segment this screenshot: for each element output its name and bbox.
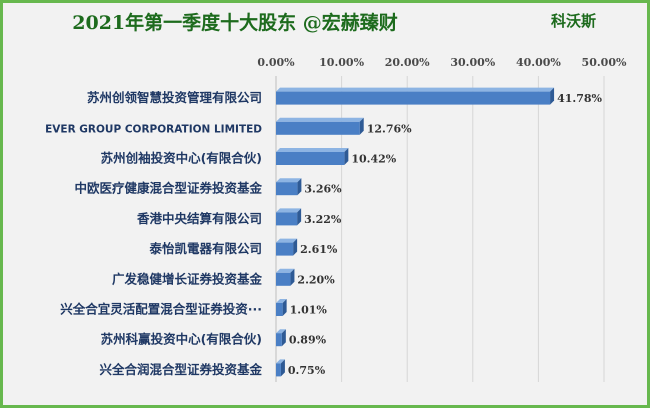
category-label: 泰怡凯電器有限公司 xyxy=(148,241,262,256)
bar-front-face xyxy=(276,121,360,135)
x-tick-label: 10.00% xyxy=(319,56,364,69)
bar xyxy=(276,87,555,105)
bar xyxy=(276,117,364,135)
data-label: 41.78% xyxy=(557,92,602,105)
data-label: 2.61% xyxy=(300,243,338,256)
bar-top-face xyxy=(276,117,364,122)
bar xyxy=(276,359,285,377)
bar-top-face xyxy=(276,359,285,364)
data-label: 10.42% xyxy=(351,153,396,166)
bar xyxy=(276,268,295,286)
bar-front-face xyxy=(276,272,291,286)
bar-top-face xyxy=(276,148,349,152)
bar-end-face xyxy=(281,329,286,347)
bar-top-face xyxy=(276,299,287,303)
x-tick-label: 0.00% xyxy=(257,56,295,69)
bar-front-face xyxy=(276,303,283,316)
data-label: 3.22% xyxy=(304,213,342,226)
chart-title: 2021年第一季度十大股东 @宏赫臻财 xyxy=(72,12,398,34)
x-axis-ticks: 0.00% 10.00% 20.00% 30.00% 40.00% 50.00% xyxy=(257,56,627,69)
data-label: 0.75% xyxy=(288,364,326,377)
bar-end-face xyxy=(290,268,295,286)
category-label: 苏州科赢投资中心(有限合伙) xyxy=(101,332,262,347)
category-label: 广发稳健增长证券投资基金 xyxy=(112,271,263,286)
data-label: 3.26% xyxy=(304,183,342,196)
bar-end-face xyxy=(293,238,298,256)
bar-front-face xyxy=(276,212,298,226)
bar-end-face xyxy=(297,178,302,196)
data-label: 12.76% xyxy=(367,122,412,135)
bar-top-face xyxy=(276,87,555,92)
bars xyxy=(276,87,555,377)
x-tick-label: 40.00% xyxy=(516,56,561,69)
category-label: 苏州创领智慧投资管理有限公司 xyxy=(87,90,262,105)
bar xyxy=(276,208,302,226)
category-label: 兴全合润混合型证券投资基金 xyxy=(99,362,262,377)
bar xyxy=(276,329,286,347)
category-label: 中欧医疗健康混合型证券投资基金 xyxy=(74,181,262,196)
bar-front-face xyxy=(276,182,298,196)
bar-top-face xyxy=(276,329,286,334)
bar xyxy=(276,238,298,256)
bar-end-face xyxy=(344,148,349,165)
bar-front-face xyxy=(276,363,281,377)
bar-top-face xyxy=(276,208,302,213)
category-label: 苏州创袖投资中心(有限合伙) xyxy=(101,151,262,166)
bar-end-face xyxy=(550,87,555,105)
data-label: 1.01% xyxy=(290,304,328,317)
bar xyxy=(276,148,349,165)
category-labels: 苏州创领智慧投资管理有限公司 EVER GROUP CORPORATION LIM… xyxy=(45,90,262,377)
bar-front-face xyxy=(276,152,345,165)
x-tick-label: 50.00% xyxy=(582,56,627,69)
x-tick-label: 30.00% xyxy=(450,56,495,69)
bar-front-face xyxy=(276,242,294,256)
bar-end-face xyxy=(297,208,302,226)
bar-front-face xyxy=(276,91,551,105)
bar-front-face xyxy=(276,333,282,347)
bar xyxy=(276,299,287,316)
data-label: 2.20% xyxy=(297,273,335,286)
x-tick-label: 20.00% xyxy=(385,56,430,69)
category-label: 香港中央结算有限公司 xyxy=(136,211,262,226)
bar-top-face xyxy=(276,268,295,273)
category-label: 兴全合宜灵活配置混合型证券投资··· xyxy=(60,302,262,317)
bar-end-face xyxy=(282,299,287,316)
category-label: EVER GROUP CORPORATION LIMITED xyxy=(45,123,262,135)
bar xyxy=(276,178,302,196)
bar-end-face xyxy=(280,359,285,377)
bar-top-face xyxy=(276,238,298,243)
brand-label: 科沃斯 xyxy=(551,12,597,30)
bar-top-face xyxy=(276,178,302,183)
data-label: 0.89% xyxy=(289,334,327,347)
value-labels: 41.78% 12.76% 10.42% 3.26% 3.22% 2.61% 2.20% 1.… xyxy=(288,92,603,377)
bar-end-face xyxy=(359,117,364,135)
